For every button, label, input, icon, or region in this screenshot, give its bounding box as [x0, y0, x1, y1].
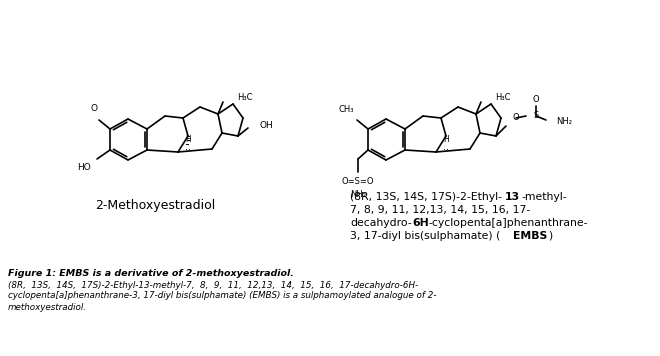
Text: S: S [533, 111, 539, 120]
Text: 6H: 6H [412, 218, 429, 228]
Text: OH: OH [260, 121, 274, 131]
Text: H₃C: H₃C [495, 94, 510, 103]
Text: methoxyestradiol.: methoxyestradiol. [8, 303, 87, 312]
Text: HO: HO [77, 163, 91, 172]
Text: H: H [185, 136, 191, 145]
Text: Figure 1: EMBS is a derivative of 2-methoxyestradiol.: Figure 1: EMBS is a derivative of 2-meth… [8, 268, 294, 277]
Text: (8R,  13S,  14S,  17S)-2-Ethyl-13-methyl-7,  8,  9,  11,  12,13,  14,  15,  16, : (8R, 13S, 14S, 17S)-2-Ethyl-13-methyl-7,… [8, 281, 418, 289]
Text: O: O [513, 114, 519, 122]
Text: O: O [533, 95, 539, 105]
Text: CH₃: CH₃ [338, 105, 354, 114]
Text: 7, 8, 9, 11, 12,13, 14, 15, 16, 17-: 7, 8, 9, 11, 12,13, 14, 15, 16, 17- [350, 205, 530, 215]
Text: O=S=O: O=S=O [342, 177, 374, 186]
Text: 3, 17-diyl bis(sulphamate) (: 3, 17-diyl bis(sulphamate) ( [350, 231, 500, 241]
Text: EMBS: EMBS [513, 231, 547, 241]
Text: (8R, 13S, 14S, 17S)-2-Ethyl-: (8R, 13S, 14S, 17S)-2-Ethyl- [350, 192, 502, 202]
Text: 13: 13 [505, 192, 520, 202]
Text: cyclopenta[a]phenanthrane-3, 17-diyl bis(sulphamate) (EMBS) is a sulphamoylated : cyclopenta[a]phenanthrane-3, 17-diyl bis… [8, 292, 436, 300]
Text: H₃C: H₃C [237, 94, 253, 103]
Text: NH₂: NH₂ [350, 190, 366, 199]
Text: -cyclopenta[a]phenanthrane-: -cyclopenta[a]phenanthrane- [428, 218, 587, 228]
Text: NH₂: NH₂ [556, 117, 572, 126]
Text: O: O [90, 104, 98, 113]
Text: 2-Methoxyestradiol: 2-Methoxyestradiol [95, 199, 215, 211]
Text: ··: ·· [185, 145, 191, 155]
Text: -methyl-: -methyl- [521, 192, 567, 202]
Text: ··: ·· [443, 145, 449, 155]
Text: decahydro-: decahydro- [350, 218, 412, 228]
Text: ): ) [548, 231, 552, 241]
Text: H: H [443, 136, 449, 145]
